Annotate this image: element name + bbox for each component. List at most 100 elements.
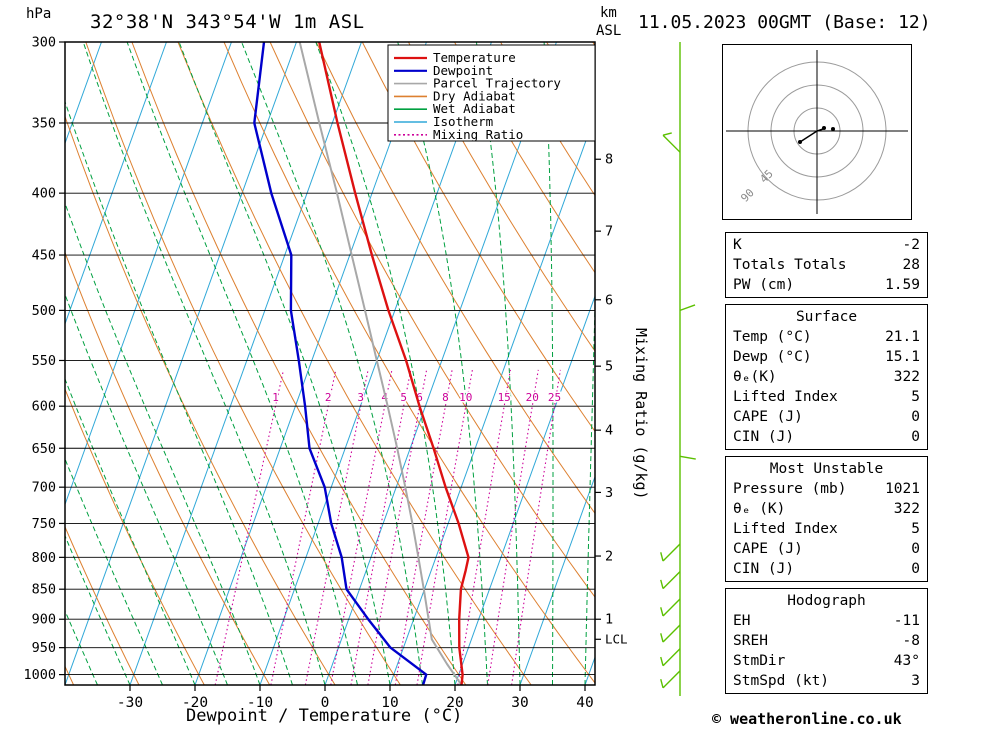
- stat-label: SREH: [733, 633, 768, 649]
- svg-text:25: 25: [548, 391, 561, 404]
- pressure-axis: 300 350 400 450 500 550 600 650 700 750 800 850 900 9…: [23, 35, 65, 683]
- stat-value: 1.59: [885, 277, 920, 293]
- stat-label: Lifted Index: [733, 389, 838, 405]
- stat-label: PW (cm): [733, 277, 795, 293]
- svg-text:LCL: LCL: [605, 631, 628, 646]
- stat-value: 3: [911, 673, 920, 689]
- stat-row: StmSpd (kt) 3: [726, 671, 927, 691]
- svg-text:10: 10: [381, 695, 398, 711]
- stat-row: K -2: [726, 235, 927, 255]
- stats-section: Hodograph EH -11 SREH -8 StmDir 43° StmSpd (kt)…: [725, 588, 928, 694]
- station-title: 32°38'N 343°54'W 1m ASL: [90, 11, 365, 33]
- mixing-ratio-lines: [214, 369, 561, 685]
- stat-label: StmDir: [733, 653, 786, 669]
- svg-text:6: 6: [416, 391, 423, 404]
- svg-text:10: 10: [459, 391, 472, 404]
- svg-text:2: 2: [605, 549, 613, 565]
- stat-row: StmDir 43°: [726, 651, 927, 671]
- stat-label: θₑ (K): [733, 501, 786, 517]
- svg-text:750: 750: [32, 516, 56, 532]
- stats-section-title: Surface: [795, 309, 858, 325]
- stat-row: PW (cm) 1.59: [726, 275, 927, 295]
- stat-row: Totals Totals 28: [726, 255, 927, 275]
- svg-text:3: 3: [605, 485, 613, 501]
- stat-label: Dewp (°C): [733, 349, 812, 365]
- svg-text:Wet Adiabat: Wet Adiabat: [433, 101, 516, 116]
- stats-section: K -2 Totals Totals 28 PW (cm) 1.59: [725, 232, 928, 298]
- svg-text:20: 20: [446, 695, 463, 711]
- stat-value: 21.1: [885, 329, 920, 345]
- svg-text:550: 550: [32, 353, 56, 369]
- svg-text:600: 600: [32, 399, 56, 415]
- stat-row: Lifted Index 5: [726, 519, 927, 539]
- stat-row: Dewp (°C) 15.1: [726, 347, 927, 367]
- copyright: © weatheronline.co.uk: [712, 710, 902, 728]
- stats-section: Most Unstable Pressure (mb) 1021 θₑ (K) 322 L…: [725, 456, 928, 582]
- stat-row: SREH -8: [726, 631, 927, 651]
- stats-section: Surface Temp (°C) 21.1 Dewp (°C) 15.1 θₑ(K) 32…: [725, 304, 928, 450]
- stat-value: 0: [911, 429, 920, 445]
- svg-text:3: 3: [357, 391, 364, 404]
- stat-value: 0: [911, 561, 920, 577]
- datetime-label: 11.05.2023 00GMT (Base: 12): [638, 12, 931, 33]
- svg-text:0: 0: [321, 695, 330, 711]
- svg-text:900: 900: [32, 612, 56, 628]
- stat-value: 5: [911, 521, 920, 537]
- svg-text:7: 7: [605, 224, 613, 240]
- stat-row: Pressure (mb) 1021: [726, 479, 927, 499]
- stat-value: 322: [893, 369, 920, 385]
- stat-value: -8: [902, 633, 920, 649]
- x-axis-label: Dewpoint / Temperature (°C): [186, 706, 463, 726]
- isotherms: [65, 42, 595, 685]
- wind-barb-column: [660, 42, 696, 696]
- stat-label: Pressure (mb): [733, 481, 847, 497]
- svg-text:40: 40: [576, 695, 593, 711]
- svg-text:Mixing Ratio: Mixing Ratio: [433, 127, 523, 142]
- svg-text:850: 850: [32, 582, 56, 598]
- stat-value: 0: [911, 541, 920, 557]
- svg-text:8: 8: [605, 152, 613, 168]
- svg-text:Dewpoint: Dewpoint: [433, 63, 493, 78]
- stat-label: θₑ(K): [733, 369, 777, 385]
- stat-row: EH -11: [726, 611, 927, 631]
- svg-text:4: 4: [605, 423, 613, 439]
- stat-label: CAPE (J): [733, 409, 803, 425]
- stat-value: 5: [911, 389, 920, 405]
- stat-value: 28: [902, 257, 920, 273]
- stat-row: Lifted Index 5: [726, 387, 927, 407]
- stat-value: -11: [893, 613, 920, 629]
- svg-text:Isotherm: Isotherm: [433, 114, 493, 129]
- stat-row: θₑ (K) 322: [726, 499, 927, 519]
- svg-text:Temperature: Temperature: [433, 50, 516, 65]
- svg-text:450: 450: [32, 248, 56, 264]
- stat-label: CAPE (J): [733, 541, 803, 557]
- stat-label: StmSpd (kt): [733, 673, 830, 689]
- svg-text:950: 950: [32, 640, 56, 656]
- svg-text:350: 350: [32, 115, 56, 131]
- stat-label: CIN (J): [733, 561, 795, 577]
- stat-value: 0: [911, 409, 920, 425]
- svg-text:1: 1: [605, 612, 613, 628]
- stat-value: 15.1: [885, 349, 920, 365]
- svg-text:1000: 1000: [23, 667, 56, 683]
- svg-text:15: 15: [498, 391, 511, 404]
- stat-label: CIN (J): [733, 429, 795, 445]
- svg-text:400: 400: [32, 186, 56, 202]
- stat-label: Temp (°C): [733, 329, 812, 345]
- altitude-axis-km-label: km: [600, 5, 617, 21]
- stat-value: 1021: [885, 481, 920, 497]
- stat-label: EH: [733, 613, 751, 629]
- stat-row: CIN (J) 0: [726, 427, 927, 447]
- svg-text:800: 800: [32, 550, 56, 566]
- svg-text:-10: -10: [247, 695, 273, 711]
- svg-text:650: 650: [32, 441, 56, 457]
- stat-label: Totals Totals: [733, 257, 847, 273]
- svg-text:Dry Adiabat: Dry Adiabat: [433, 88, 516, 103]
- svg-text:20: 20: [526, 391, 539, 404]
- stats-section-title: Most Unstable: [769, 461, 884, 477]
- stat-row: CIN (J) 0: [726, 559, 927, 579]
- stat-value: 322: [893, 501, 920, 517]
- svg-text:-20: -20: [182, 695, 208, 711]
